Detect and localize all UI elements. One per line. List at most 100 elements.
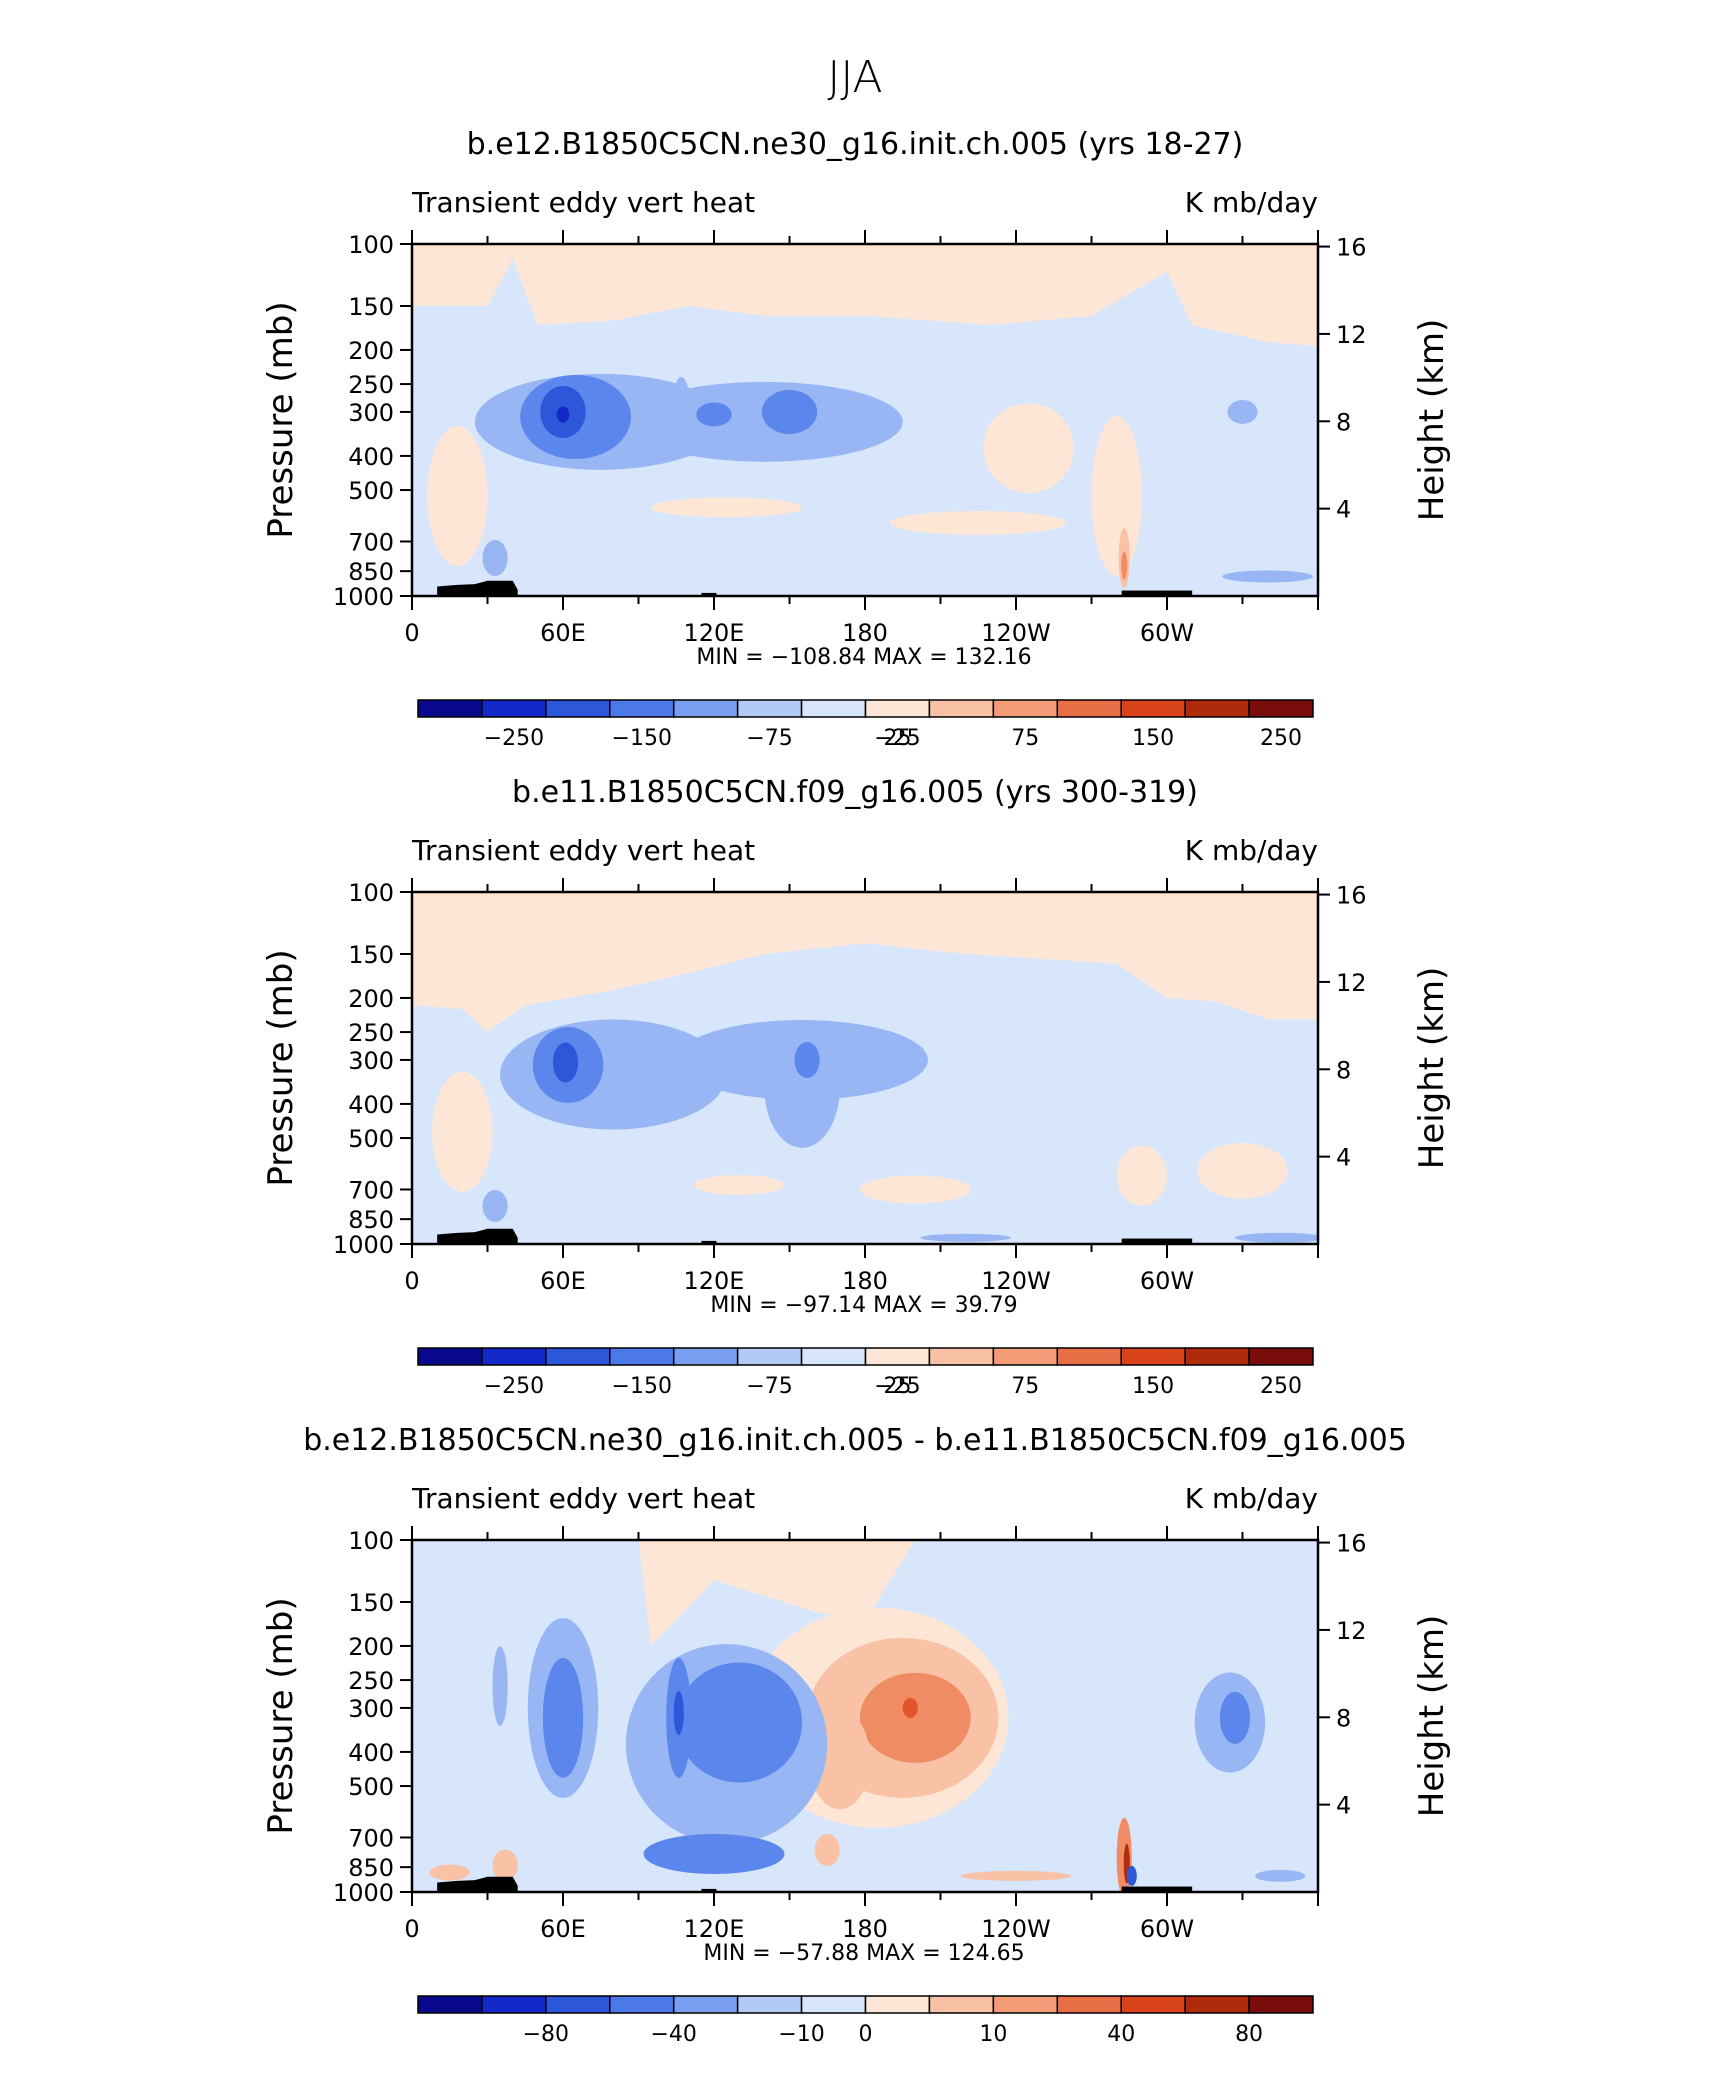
y-tick-label: 250 xyxy=(348,1019,394,1047)
positive-region xyxy=(983,403,1074,494)
colorbar-label: −40 xyxy=(650,2022,696,2047)
colorbar-box xyxy=(1056,1995,1122,2014)
contour-field xyxy=(412,1540,1318,1892)
negative-region xyxy=(761,389,818,434)
positive-region xyxy=(427,426,488,567)
y2-tick-label: 12 xyxy=(1336,321,1367,349)
x-tick-label: 120E xyxy=(684,619,745,647)
y2-tick-label: 8 xyxy=(1336,408,1351,436)
negative-region xyxy=(671,376,692,457)
negative-region xyxy=(643,1834,785,1875)
positive-region xyxy=(859,1175,971,1204)
colorbar-label: −150 xyxy=(612,726,672,751)
y2-tick-label: 16 xyxy=(1336,1530,1367,1558)
colorbar-box xyxy=(928,1347,995,1366)
colorbar-box xyxy=(800,699,867,718)
positive-region xyxy=(902,1697,918,1718)
x-tick-label: 60E xyxy=(540,619,586,647)
colorbar-label: 250 xyxy=(1260,1374,1302,1399)
x-tick-label: 120E xyxy=(684,1915,745,1943)
colorbar-box xyxy=(1120,699,1186,718)
contour-field xyxy=(412,892,1318,1244)
y-tick-label: 200 xyxy=(348,1633,394,1661)
positive-region xyxy=(492,1849,518,1882)
colorbar-label: 25 xyxy=(883,1374,911,1399)
y-tick-label: 300 xyxy=(348,1047,394,1075)
colorbar-box xyxy=(609,1347,675,1366)
y-tick-label: 1000 xyxy=(333,583,394,611)
y-tick-label: 300 xyxy=(348,1695,394,1723)
y-tick-label: 700 xyxy=(348,528,394,556)
colorbar-label: 40 xyxy=(1107,2022,1135,2047)
topography xyxy=(701,1240,717,1244)
units-label: K mb/day xyxy=(1185,834,1318,867)
negative-region xyxy=(1234,1232,1318,1243)
colorbar-box xyxy=(864,1995,931,2014)
y-tick-label: 100 xyxy=(348,1527,394,1555)
y2-tick-label: 4 xyxy=(1336,1144,1351,1172)
colorbar-label: 25 xyxy=(883,726,911,751)
positive-region xyxy=(1116,1145,1168,1206)
topography xyxy=(1121,1238,1193,1244)
colorbar-label: −80 xyxy=(523,2022,569,2047)
colorbar-label: 75 xyxy=(1011,726,1039,751)
positive-region xyxy=(890,510,1067,535)
topography xyxy=(701,1888,717,1892)
negative-region xyxy=(794,1041,820,1078)
x-tick-label: 60W xyxy=(1140,619,1194,647)
colorbar-box xyxy=(928,699,995,718)
y-axis-label: Pressure (mb) xyxy=(261,301,301,538)
positive-region xyxy=(412,892,1318,1033)
colorbar-label: −250 xyxy=(484,726,544,751)
negative-region xyxy=(492,1646,508,1727)
colorbar-box xyxy=(864,699,931,718)
colorbar-label: −25 xyxy=(874,1374,920,1399)
y-tick-label: 250 xyxy=(348,371,394,399)
colorbar-box xyxy=(1184,699,1250,718)
units-label: K mb/day xyxy=(1185,1482,1318,1515)
y-tick-label: 100 xyxy=(348,231,394,259)
colorbar-label: 75 xyxy=(1011,1374,1039,1399)
negative-region xyxy=(764,1027,840,1148)
colorbar-box xyxy=(1248,1995,1314,2014)
x-tick-label: 180 xyxy=(842,1915,888,1943)
negative-region xyxy=(1227,399,1258,424)
chart-panel-1: b.e12.B1850C5CN.ne30_g16.init.ch.005 (yr… xyxy=(261,127,1452,751)
colorbar-label: 250 xyxy=(1260,726,1302,751)
colorbar-box xyxy=(736,699,803,718)
chart-title: b.e12.B1850C5CN.ne30_g16.init.ch.005 - b… xyxy=(303,1423,1407,1458)
colorbar-box xyxy=(1120,1347,1186,1366)
positive-region xyxy=(960,1870,1072,1881)
colorbar-box xyxy=(800,1347,867,1366)
y-tick-label: 500 xyxy=(348,1773,394,1801)
colorbar-box xyxy=(992,1347,1059,1366)
y-tick-label: 250 xyxy=(348,1667,394,1695)
positive-region xyxy=(1091,416,1142,577)
field-label: Transient eddy vert heat xyxy=(411,186,755,219)
min-max-text: MIN = −108.84 MAX = 132.16 xyxy=(696,645,1031,670)
colorbar-box xyxy=(736,1347,803,1366)
x-tick-label: 60W xyxy=(1140,1915,1194,1943)
y2-tick-label: 8 xyxy=(1336,1704,1351,1732)
colorbar-box xyxy=(800,1995,867,2014)
y-tick-label: 1000 xyxy=(333,1231,394,1259)
y-tick-label: 1000 xyxy=(333,1879,394,1907)
colorbar-box xyxy=(481,699,547,718)
topography xyxy=(437,1228,518,1244)
positive-region xyxy=(412,244,1318,347)
y-tick-label: 400 xyxy=(348,1091,394,1119)
colorbar-box xyxy=(992,1995,1059,2014)
x-tick-label: 180 xyxy=(842,1267,888,1295)
contour-field xyxy=(412,244,1318,596)
x-tick-label: 0 xyxy=(404,619,419,647)
chart-title: b.e11.B1850C5CN.f09_g16.005 (yrs 300-319… xyxy=(512,775,1198,810)
negative-region xyxy=(542,1657,584,1778)
y-tick-label: 500 xyxy=(348,477,394,505)
negative-region xyxy=(676,1662,803,1783)
x-tick-label: 120W xyxy=(981,1267,1051,1295)
negative-region xyxy=(671,1033,692,1086)
topography xyxy=(1121,1886,1193,1892)
y-tick-label: 200 xyxy=(348,985,394,1013)
positive-region xyxy=(429,1864,470,1881)
